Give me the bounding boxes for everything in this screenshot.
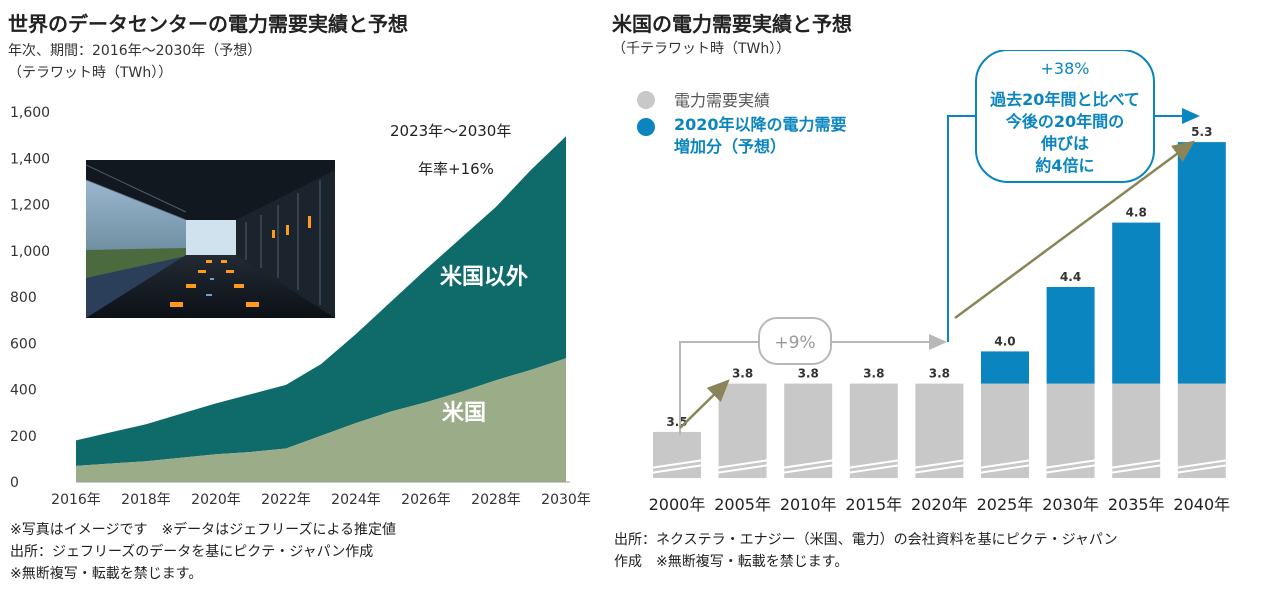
x-category-label: 2025年 xyxy=(977,495,1034,514)
legend-marker-actual xyxy=(637,91,655,109)
x-category-label: 2035年 xyxy=(1108,495,1165,514)
axis-break-mark xyxy=(846,464,901,474)
area-series-other xyxy=(76,136,566,466)
legend-label-forecast-1: 2020年以降の電力需要 xyxy=(674,115,847,134)
y-tick-label: 800 xyxy=(10,290,37,306)
axis-break-mark xyxy=(977,464,1033,474)
big-growth-text-2: 今後の20年間の xyxy=(1005,112,1124,131)
bar-value-label: 3.8 xyxy=(732,367,753,381)
x-category-label: 2040年 xyxy=(1173,495,1230,514)
y-tick-label: 1,400 xyxy=(10,151,50,167)
big-growth-trend-arrow xyxy=(954,140,1196,320)
big-growth-text-3: 伸びは xyxy=(1040,134,1089,153)
x-category-label: 2010年 xyxy=(780,495,837,514)
axis-break-mark xyxy=(977,459,1033,469)
x-tick-label: 2028年 xyxy=(471,492,521,508)
data-center-photo xyxy=(86,160,335,318)
x-tick-label: 2030年 xyxy=(541,492,591,508)
bar-forecast-increase xyxy=(1112,222,1161,384)
left-chart-unit: （テラワット時（TWh）） xyxy=(8,65,173,81)
big-growth-callout xyxy=(975,50,1155,183)
y-tick-label: 600 xyxy=(10,336,37,352)
y-tick-label: 0 xyxy=(10,475,19,491)
x-tick-label: 2024年 xyxy=(331,492,381,508)
legend-label-forecast-2: 増加分（予想） xyxy=(674,137,786,156)
legend-marker-forecast xyxy=(637,118,655,136)
x-tick-label: 2020年 xyxy=(191,492,241,508)
big-growth-text-4: 約4倍に xyxy=(1035,156,1094,175)
bar-value-label: 4.4 xyxy=(1060,270,1081,284)
y-tick-label: 1,600 xyxy=(10,105,50,121)
small-growth-trend-arrow xyxy=(679,379,730,429)
axis-break-mark xyxy=(1043,459,1098,469)
x-category-label: 2015年 xyxy=(845,495,902,514)
axis-break-mark xyxy=(1174,459,1229,469)
big-growth-rate: +38% xyxy=(1041,59,1090,78)
axis-break-mark xyxy=(1174,464,1229,474)
small-growth-label: +9% xyxy=(774,333,815,353)
axis-break-mark xyxy=(1109,459,1164,469)
left-chart-title: 世界のデータセンターの電力需要実績と予想 xyxy=(8,12,408,36)
right-note-2: 作成 ※無断複写・転載を禁じます。 xyxy=(614,554,849,570)
area-series-us xyxy=(76,358,566,482)
x-tick-label: 2022年 xyxy=(261,492,311,508)
bar-value-label: 3.8 xyxy=(798,367,819,381)
y-tick-label: 1,200 xyxy=(10,198,50,214)
axis-break-mark xyxy=(846,459,901,469)
y-tick-label: 400 xyxy=(10,383,37,399)
axis-break-mark xyxy=(912,464,967,474)
left-note-3: ※無断複写・転載を禁じます。 xyxy=(10,566,203,582)
bar-value-label: 4.0 xyxy=(994,334,1015,348)
axis-break-mark xyxy=(781,459,836,469)
axis-break-mark xyxy=(781,464,836,474)
growth-period-annotation: 2023年～2030年 xyxy=(390,122,511,140)
bar-forecast-increase xyxy=(1177,142,1226,384)
bar-value-label: 3.5 xyxy=(666,415,687,429)
axis-break-mark xyxy=(912,459,967,469)
right-chart-title: 米国の電力需要実績と予想 xyxy=(612,12,852,36)
left-note-1: ※写真はイメージです ※データはジェフリーズによる推定値 xyxy=(10,522,397,538)
left-note-2: 出所：ジェフリーズのデータを基にピクテ・ジャパン作成 xyxy=(10,544,374,560)
bar-value-label: 3.8 xyxy=(929,367,950,381)
x-category-label: 2000年 xyxy=(649,495,706,514)
axis-break-mark xyxy=(649,459,705,469)
bar-forecast-increase xyxy=(1046,287,1095,384)
series-label-other: 米国以外 xyxy=(440,264,528,290)
y-tick-label: 1,000 xyxy=(10,244,50,260)
series-label-us: 米国 xyxy=(442,401,486,426)
big-growth-text-1: 過去20年間と比べて xyxy=(989,90,1140,109)
left-chart-subtitle: 年次、期間：2016年～2030年（予想） xyxy=(8,43,262,59)
right-chart-unit: （千テラワット時（TWh）） xyxy=(612,41,791,57)
right-note-1: 出所：ネクステラ・エナジー（米国、電力）の会社資料を基にピクテ・ジャパン xyxy=(614,532,1118,548)
axis-break-mark xyxy=(1043,464,1098,474)
bar-value-label: 3.8 xyxy=(863,367,884,381)
bar-actual xyxy=(653,431,701,478)
small-growth-bracket xyxy=(679,334,947,435)
axis-break-mark xyxy=(649,464,705,474)
right-bar-chart: 電力需要実績 2020年以降の電力需要 増加分（予想） 3.5 2000年 3.8 2… xyxy=(637,50,1230,514)
bar-forecast-increase xyxy=(981,351,1029,384)
bar-value-label: 5.3 xyxy=(1191,125,1212,139)
x-category-label: 2020年 xyxy=(911,495,968,514)
x-category-label: 2005年 xyxy=(714,495,771,514)
axis-break-mark xyxy=(1109,464,1164,474)
axis-break-mark xyxy=(715,459,770,469)
x-tick-label: 2018年 xyxy=(121,492,171,508)
bar-value-label: 4.8 xyxy=(1126,206,1147,220)
growth-rate-annotation: 年率+16% xyxy=(418,160,494,178)
left-area-chart: 0 200 400 600 800 1,000 1,200 1,400 1,600 2016年 2… xyxy=(10,105,591,508)
legend-label-actual: 電力需要実績 xyxy=(674,91,770,110)
axis-break-mark xyxy=(715,464,770,474)
x-tick-label: 2016年 xyxy=(51,492,101,508)
x-tick-label: 2026年 xyxy=(401,492,451,508)
y-tick-label: 200 xyxy=(10,429,37,445)
x-category-label: 2030年 xyxy=(1042,495,1099,514)
small-growth-badge xyxy=(758,317,832,365)
